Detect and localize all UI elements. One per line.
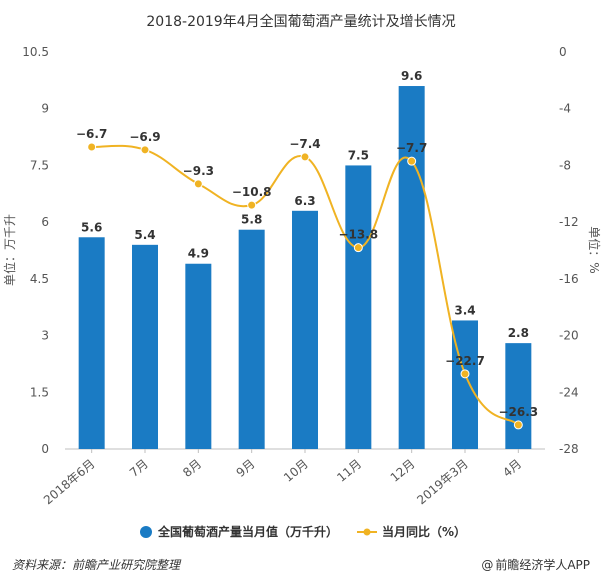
left-axis-label: 单位：万千升 — [2, 214, 17, 286]
line-value-label: −6.7 — [76, 127, 107, 141]
bar-value-label: 4.9 — [188, 247, 209, 261]
bar — [292, 210, 318, 449]
right-tick-label: -16 — [559, 272, 579, 286]
brand-name: 前瞻经济学人APP — [495, 558, 590, 572]
line-point — [353, 243, 363, 253]
line-value-label: −7.7 — [396, 141, 427, 155]
x-tick-label: 9月 — [234, 457, 258, 480]
bar-labels: 5.6 5.4 4.9 5.8 6.3 7.5 9.6 3.4 2.8 — [81, 69, 529, 340]
line-point — [513, 420, 523, 430]
line-value-label: −22.7 — [445, 354, 485, 368]
bar-value-label: 5.4 — [134, 228, 155, 242]
brand: @ 前瞻经济学人APP — [481, 556, 590, 573]
right-tick-label: 0 — [559, 45, 567, 59]
left-tick-label: 7.5 — [30, 158, 49, 172]
left-tick-label: 10.5 — [22, 45, 49, 59]
right-tick-label: -12 — [559, 215, 579, 229]
x-tick-label: 4月 — [500, 457, 524, 480]
right-axis-ticks: 0 -4 -8 -12 -16 -20 -24 -28 — [559, 45, 579, 456]
line-point — [460, 369, 470, 379]
at-icon: @ — [481, 558, 494, 572]
line-point — [193, 179, 203, 189]
bar — [398, 86, 425, 450]
line-labels: −6.7 −6.9 −9.3 −10.8 −7.4 −13.8 −7.7 −22.7 −26.3 — [76, 127, 538, 419]
footer: 资料来源：前瞻产业研究院整理 @ 前瞻经济学人APP — [0, 556, 602, 576]
bar — [345, 165, 372, 449]
right-tick-label: -20 — [559, 329, 579, 343]
x-tick-label: 10月 — [281, 457, 311, 485]
right-tick-label: -4 — [559, 102, 571, 116]
bar-series — [78, 86, 532, 450]
line-value-label: −10.8 — [232, 185, 272, 199]
left-tick-label: 4.5 — [30, 272, 49, 286]
legend-bar-marker — [140, 526, 152, 538]
bar — [238, 229, 265, 449]
bar — [452, 320, 478, 449]
x-tick-label: 7月 — [127, 457, 151, 480]
line-point — [407, 156, 417, 166]
legend: 全国葡萄酒产量当月值（万千升） 当月同比（%） — [140, 524, 466, 539]
right-tick-label: -8 — [559, 158, 571, 172]
left-tick-label: 6 — [41, 215, 49, 229]
line-series — [87, 142, 523, 430]
line-value-label: −7.4 — [289, 137, 320, 151]
bar — [78, 237, 105, 449]
right-tick-label: -28 — [559, 442, 579, 456]
line-value-label: −9.3 — [183, 164, 214, 178]
left-tick-label: 3 — [41, 329, 49, 343]
bar-value-label: 3.4 — [454, 303, 475, 317]
bar-value-label: 5.6 — [81, 220, 102, 234]
bar-value-label: 9.6 — [401, 69, 422, 83]
legend-line-label: 当月同比（%） — [382, 524, 466, 539]
left-tick-label: 1.5 — [30, 385, 49, 399]
bar — [505, 343, 532, 449]
right-tick-label: -24 — [559, 385, 579, 399]
source-note: 资料来源：前瞻产业研究院整理 — [12, 558, 181, 572]
line-point — [140, 145, 150, 155]
bar-value-label: 2.8 — [508, 326, 529, 340]
line-path — [91, 144, 520, 426]
x-tick-label: 12月 — [388, 457, 418, 485]
chart-title: 2018-2019年4月全国葡萄酒产量统计及增长情况 — [146, 13, 455, 30]
line-point — [247, 200, 257, 210]
x-tick-label: 2019年3月 — [414, 457, 471, 508]
bar — [185, 263, 212, 449]
x-tick-label: 8月 — [180, 457, 204, 480]
right-axis-label: 单位：% — [587, 226, 602, 273]
line-value-label: −13.8 — [338, 228, 378, 242]
bar — [132, 244, 158, 449]
x-tick-label: 2018年6月 — [41, 457, 98, 508]
left-axis-ticks: 0 1.5 3 4.5 6 7.5 9 10.5 — [22, 45, 49, 456]
line-value-label: −6.9 — [129, 130, 160, 144]
chart: 2018-2019年4月全国葡萄酒产量统计及增长情况 0 1.5 3 4.5 6 7.5 9… — [2, 13, 602, 539]
left-tick-label: 9 — [41, 102, 49, 116]
left-tick-label: 0 — [41, 442, 49, 456]
legend-bar-label: 全国葡萄酒产量当月值（万千升） — [157, 524, 338, 539]
line-value-label: −26.3 — [498, 405, 538, 419]
bar-value-label: 7.5 — [348, 148, 369, 162]
line-point — [300, 152, 310, 162]
line-point — [87, 142, 97, 152]
x-tick-label: 11月 — [334, 457, 364, 485]
legend-line-marker-dot — [363, 528, 371, 536]
bar-value-label: 5.8 — [241, 213, 262, 227]
bar-value-label: 6.3 — [294, 194, 315, 208]
